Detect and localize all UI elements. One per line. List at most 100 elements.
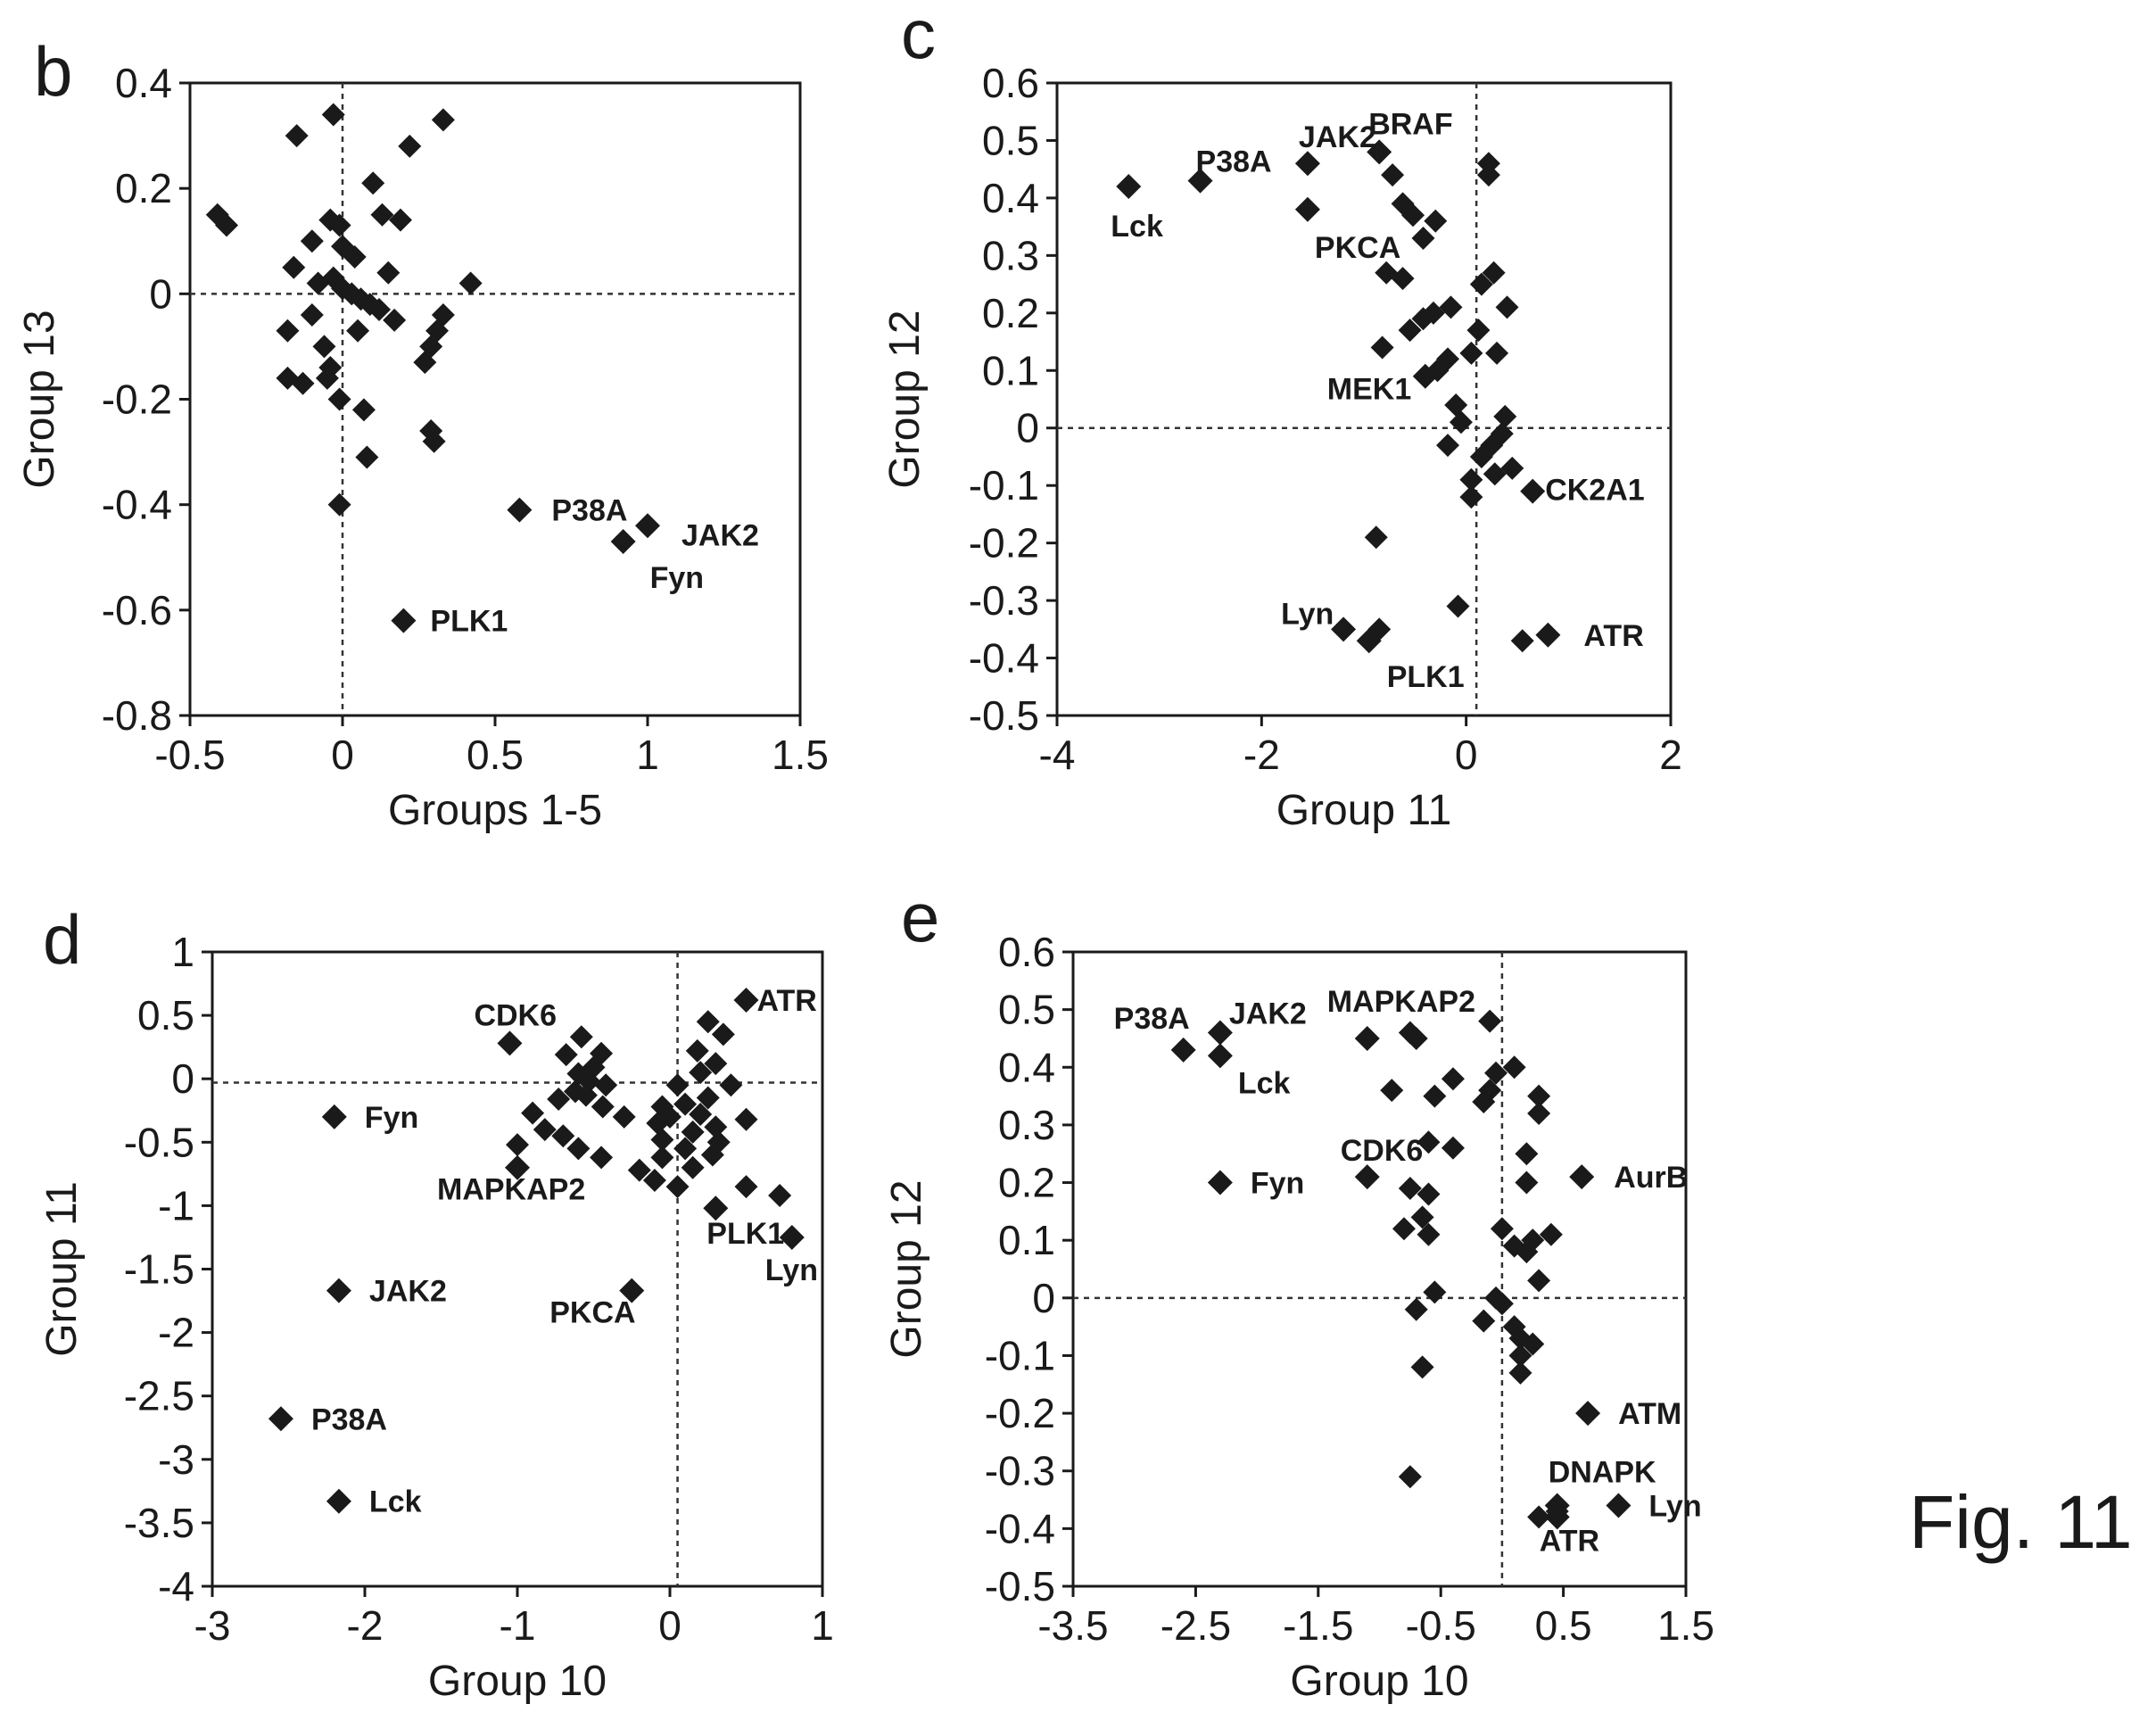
y-axis-title: Group 12 (883, 1179, 930, 1358)
point-label-jak2: JAK2 (681, 518, 759, 552)
data-point (1410, 1205, 1434, 1229)
data-point (551, 1124, 575, 1148)
data-point (1527, 1084, 1551, 1108)
y-tick-label: 0 (1032, 1275, 1055, 1321)
data-point (1380, 1079, 1404, 1103)
data-point (1398, 318, 1422, 343)
data-point (321, 103, 345, 127)
point-label-mek1: MEK1 (1327, 373, 1411, 407)
y-tick-label: 0.5 (982, 117, 1039, 163)
point-label-cdk6: CDK6 (1341, 1134, 1424, 1168)
labeled-point-jak2 (635, 513, 660, 539)
data-point (533, 1118, 557, 1142)
data-point (1482, 261, 1506, 285)
data-points (506, 1010, 792, 1208)
data-point (1500, 456, 1524, 480)
x-tick-label: -2 (347, 1602, 384, 1649)
data-point (285, 124, 309, 148)
labeled-point-atm (1575, 1401, 1601, 1427)
data-point (554, 1043, 578, 1067)
x-axis-title: Groups 1-5 (388, 787, 602, 834)
data-point (1410, 1355, 1434, 1379)
data-point (376, 261, 401, 285)
point-label-dnapk: DNAPK (1549, 1456, 1656, 1490)
y-tick-label: 0.1 (998, 1217, 1055, 1263)
y-tick-label: -2.5 (124, 1373, 194, 1419)
data-point (569, 1025, 593, 1049)
y-axis-title: Group 11 (38, 1181, 86, 1357)
data-point (346, 318, 370, 343)
data-point (627, 1158, 651, 1182)
labeled-point-pkca (1294, 196, 1320, 222)
x-tick-label: 1.5 (772, 732, 829, 778)
point-label-aurb: AurB (1614, 1161, 1688, 1195)
y-tick-label: -0.3 (985, 1448, 1055, 1494)
data-point (685, 1038, 709, 1063)
point-label-fyn: Fyn (650, 561, 704, 595)
data-point (1508, 1361, 1532, 1385)
y-tick-label: -4 (158, 1563, 194, 1609)
labeled-point-ck2a1 (1520, 478, 1546, 504)
data-point (431, 108, 455, 132)
labeled-point-p38a (268, 1406, 293, 1432)
labeled-point-plk1 (703, 1195, 729, 1221)
data-point (291, 371, 315, 395)
labeled-point-p38a (1170, 1037, 1196, 1063)
labeled-point-cdk6 (1354, 1164, 1380, 1190)
data-point (594, 1073, 618, 1097)
y-tick-label: 0.5 (998, 987, 1055, 1033)
labeled-point-lck (1116, 174, 1142, 200)
data-point (327, 492, 351, 517)
data-point (361, 171, 385, 195)
point-label-braf: BRAF (1368, 107, 1452, 141)
data-points (1380, 1009, 1569, 1529)
y-axis-title: Group 13 (16, 310, 63, 488)
y-tick-label: -0.1 (985, 1332, 1055, 1378)
y-tick-label: 0.1 (982, 347, 1039, 393)
y-tick-label: 0.2 (982, 290, 1039, 336)
data-point (315, 366, 339, 390)
labeled-point-jak2 (1207, 1020, 1233, 1046)
data-point (700, 1143, 724, 1167)
x-tick-label: 1 (811, 1602, 834, 1649)
x-tick-label: -3.5 (1037, 1602, 1108, 1649)
x-tick-label: 1.5 (1657, 1602, 1714, 1649)
data-point (704, 1052, 728, 1076)
figure-caption: Fig. 11 (1909, 1480, 2133, 1564)
point-label-fyn: Fyn (1251, 1167, 1304, 1201)
point-label-plk1: PLK1 (430, 605, 508, 639)
data-point (300, 302, 324, 327)
data-point (1411, 307, 1435, 331)
data-point (1381, 163, 1405, 187)
data-point (1515, 1240, 1539, 1264)
data-point (282, 255, 306, 279)
data-point (566, 1137, 591, 1161)
data-point (312, 335, 336, 359)
data-point (422, 429, 446, 453)
data-point (327, 213, 351, 237)
point-label-atr: ATR (1583, 619, 1643, 653)
x-tick-label: -0.5 (1406, 1602, 1476, 1649)
point-label-lyn: Lyn (1648, 1490, 1701, 1524)
y-tick-label: -1 (158, 1182, 194, 1228)
data-point (521, 1101, 545, 1125)
y-tick-label: 0 (1016, 405, 1039, 451)
labeled-point-p38a (1187, 168, 1213, 194)
y-tick-label: -0.2 (969, 520, 1039, 567)
x-tick-label: -3 (194, 1602, 231, 1649)
labeled-point-plk1 (391, 608, 417, 633)
x-tick-label: -0.5 (154, 732, 225, 778)
y-tick-label: -3 (158, 1436, 194, 1483)
data-point (388, 208, 412, 232)
data-point (458, 271, 483, 295)
panel-c: c -4 -2 0 2 -0.5 -0.4 -0.3 -0.2 -0.1 0 0.1 0.2 0.3 0.4… (881, 0, 1682, 834)
data-point (734, 1107, 758, 1131)
y-tick-label: 0.3 (998, 1102, 1055, 1148)
y-tick-label: 0.4 (998, 1044, 1055, 1090)
data-point (719, 1073, 743, 1097)
data-point (547, 1087, 571, 1111)
data-point (1459, 467, 1483, 492)
data-point (711, 1022, 735, 1046)
data-point (355, 445, 379, 469)
point-label-ck2a1: CK2A1 (1545, 474, 1644, 508)
